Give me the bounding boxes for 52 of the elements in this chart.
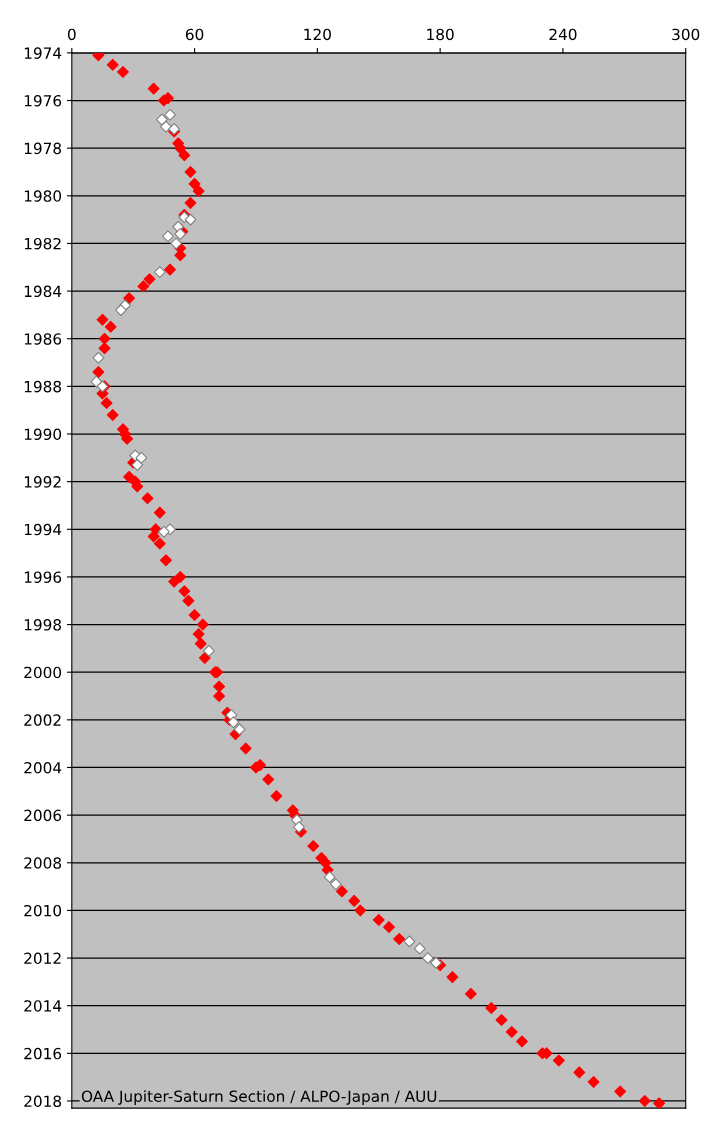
y-tick-label: 2002 [24, 714, 61, 726]
y-tick-label: 2006 [24, 809, 62, 822]
point [90, 375, 103, 388]
y-tick-label: 1980 [24, 190, 62, 202]
y-tick-label: 1996 [24, 571, 62, 583]
point [413, 942, 426, 955]
point [421, 952, 434, 964]
y-tick-label: 1986 [24, 333, 62, 345]
y-tick-label: 1994 [24, 523, 62, 536]
y-tick-label: 1976 [24, 94, 62, 107]
point [293, 821, 305, 833]
y-tick-label: 2010 [24, 904, 62, 917]
y-tick-label: 2018 [24, 1095, 62, 1107]
y-tick-label: 1978 [24, 142, 62, 155]
point [157, 525, 170, 538]
point [233, 723, 246, 736]
point [164, 108, 176, 121]
y-tick-label: 1982 [24, 237, 61, 250]
point [92, 351, 105, 364]
y-tick-label: 2012 [24, 952, 61, 965]
point [184, 213, 197, 226]
point [153, 266, 166, 278]
x-tick-label: 120 [304, 28, 331, 41]
point [162, 230, 174, 243]
y-tick-label: 2004 [24, 761, 62, 774]
x-tick-label: 60 [185, 28, 204, 41]
y-tick-label: 1992 [24, 476, 61, 488]
x-tick-label: 240 [549, 28, 577, 41]
y-tick-label: 2000 [24, 666, 62, 679]
point [155, 113, 168, 126]
annotation: OAA Jupiter-Saturn Section / ALPO-Japan / AUU [81, 1090, 437, 1105]
point [114, 304, 127, 317]
y-tick-label: 2016 [24, 1047, 62, 1060]
x-tick-label: 300 [672, 28, 700, 41]
point [131, 459, 144, 471]
point [202, 644, 215, 657]
x-tick-label: 0 [67, 28, 76, 41]
y-tick-label: 2014 [24, 1000, 62, 1012]
point [403, 935, 416, 948]
y-tick-label: 2008 [24, 857, 62, 869]
point [323, 871, 336, 883]
y-tick-label: 1988 [24, 380, 62, 393]
point [227, 716, 240, 729]
y-tick-label: 1990 [24, 428, 62, 441]
y-tick-label: 1974 [24, 47, 62, 59]
point [170, 237, 183, 250]
x-tick-label: 180 [427, 28, 454, 41]
point [160, 120, 172, 133]
point [430, 956, 442, 969]
point [329, 878, 342, 891]
y-tick-label: 1998 [24, 619, 62, 631]
y-tick-label: 1984 [24, 285, 62, 298]
